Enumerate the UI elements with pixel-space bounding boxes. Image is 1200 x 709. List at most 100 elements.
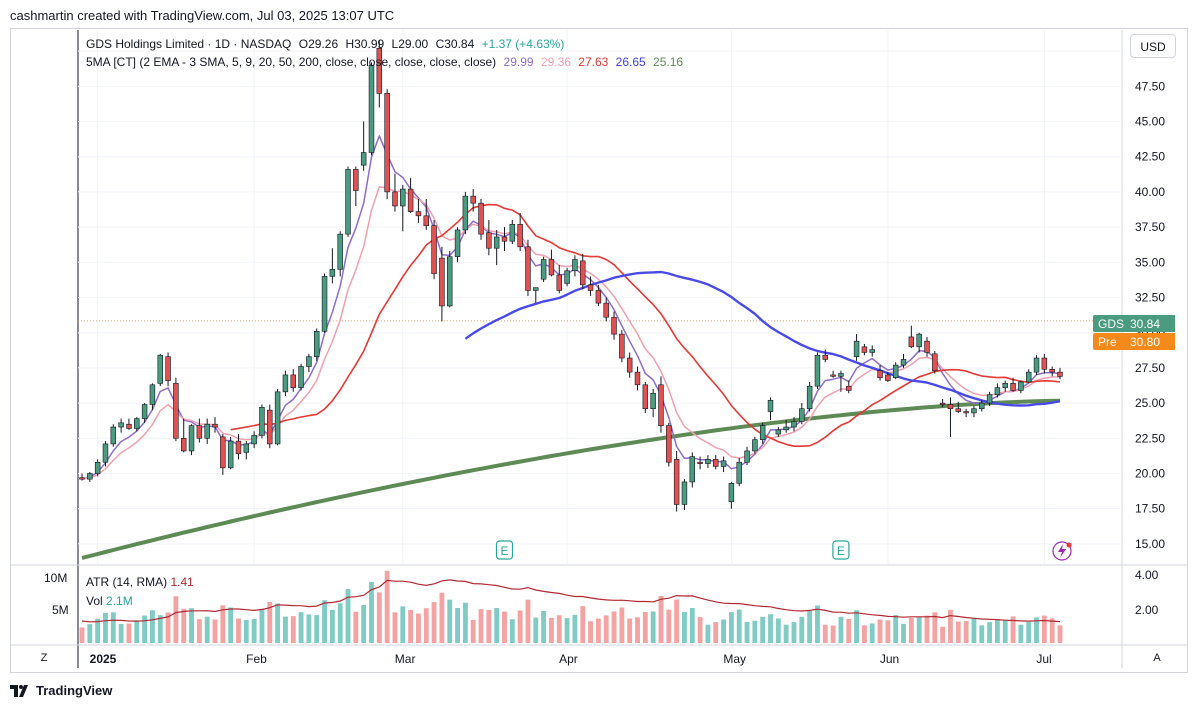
volume-bar xyxy=(940,626,946,643)
y-tick-label: 20.00 xyxy=(1135,466,1165,480)
volume-bar xyxy=(243,620,249,643)
candle-body xyxy=(713,459,719,467)
candle-body xyxy=(971,408,977,414)
candle-body xyxy=(736,461,742,484)
candle-body xyxy=(118,422,124,428)
y-tick-label: 32.50 xyxy=(1135,291,1165,305)
volume-bar xyxy=(580,606,586,643)
candle-body xyxy=(900,359,907,366)
lightning-bolt-icon xyxy=(1058,544,1066,558)
candle-body xyxy=(939,402,946,405)
candle-body xyxy=(423,215,429,226)
sma-20-line xyxy=(230,203,1061,447)
candle-body xyxy=(986,394,993,404)
candle-body xyxy=(1010,383,1016,391)
volume-bar xyxy=(979,625,985,643)
candle-body xyxy=(759,425,766,440)
candle-body xyxy=(290,374,296,388)
volume-bar xyxy=(807,610,813,643)
candle-body xyxy=(681,481,688,505)
volume-bar xyxy=(126,623,132,643)
volume-bar xyxy=(658,595,664,643)
candle-body xyxy=(666,425,672,463)
candle-body xyxy=(556,274,562,291)
volume-bar xyxy=(345,589,351,643)
low-value: L29.00 xyxy=(391,37,429,51)
volume-bar xyxy=(204,616,210,643)
candle-body xyxy=(392,191,398,207)
ma-value-5: 25.16 xyxy=(653,55,684,69)
volume-bar xyxy=(533,617,539,643)
candle-body xyxy=(227,440,234,469)
volume-bar xyxy=(486,609,492,643)
candle-body xyxy=(752,439,758,452)
auto-scale-z-button[interactable]: Z xyxy=(40,652,48,664)
atr-legend: ATR (14, RMA) 1.41 xyxy=(86,575,194,589)
x-tick-label: May xyxy=(723,652,746,666)
candle-body xyxy=(87,473,93,480)
atr-label: ATR (14, RMA) xyxy=(86,575,168,589)
y-tick-label: 37.50 xyxy=(1135,220,1165,234)
vol-value: 2.1M xyxy=(106,594,133,608)
volume-bar xyxy=(744,621,750,643)
volume-bar xyxy=(1010,616,1016,643)
candle-body xyxy=(564,270,570,284)
candle-body xyxy=(1018,381,1024,391)
volume-bar xyxy=(228,607,234,643)
y-tick-label: 17.50 xyxy=(1135,502,1165,516)
candle-body xyxy=(587,284,594,291)
atr-line xyxy=(81,579,1061,623)
candle-body xyxy=(368,64,375,153)
candle-body xyxy=(822,354,829,360)
volume-bar xyxy=(353,611,359,643)
volume-bar xyxy=(822,624,828,643)
candle-body xyxy=(462,195,469,231)
candle-body xyxy=(697,461,703,464)
volume-bar xyxy=(705,624,711,643)
volume-bar xyxy=(588,621,593,643)
candle-body xyxy=(791,421,797,428)
candle-body xyxy=(814,354,821,387)
tradingview-footer[interactable]: TradingView xyxy=(10,683,112,698)
volume-bar xyxy=(674,599,680,643)
candle-body xyxy=(204,423,210,439)
candle-body xyxy=(540,259,547,280)
volume-bar xyxy=(220,605,226,643)
volume-bar xyxy=(815,605,820,643)
currency-button[interactable]: USD xyxy=(1130,34,1176,58)
volume-bar xyxy=(948,609,953,643)
candle-body xyxy=(619,333,625,359)
candle-body xyxy=(431,225,437,274)
candle-body xyxy=(892,364,899,379)
volume-bar xyxy=(611,611,617,643)
volume-bar xyxy=(189,608,194,643)
candle-body xyxy=(572,259,578,272)
candle-body xyxy=(407,188,414,212)
ma-value-4: 26.65 xyxy=(615,55,646,69)
volume-bar xyxy=(955,621,961,643)
volume-bar xyxy=(267,602,273,643)
volume-bar xyxy=(478,609,484,643)
candle-body xyxy=(728,483,735,502)
volume-bar xyxy=(564,618,570,643)
candle-body xyxy=(720,460,727,467)
volume-bar xyxy=(728,612,734,643)
volume-bar xyxy=(212,619,218,643)
candle-body xyxy=(838,373,844,377)
ticker-title: GDS Holdings Limited · 1D · NASDAQ xyxy=(86,37,292,51)
volume-bar xyxy=(79,627,85,643)
auto-scale-a-button[interactable]: A xyxy=(1153,652,1161,664)
volume-bar xyxy=(713,622,719,643)
volume-bar xyxy=(157,615,163,643)
candle-body xyxy=(908,336,915,348)
sma-50-line xyxy=(464,270,1061,407)
candle-body xyxy=(141,404,148,419)
y-tick-label: 40.00 xyxy=(1135,185,1165,199)
volume-bar xyxy=(423,608,429,643)
candle-body xyxy=(673,459,680,505)
candle-body xyxy=(282,374,289,393)
volume-bar xyxy=(282,616,288,643)
volume-bar xyxy=(517,610,523,643)
volume-bar xyxy=(987,622,993,643)
